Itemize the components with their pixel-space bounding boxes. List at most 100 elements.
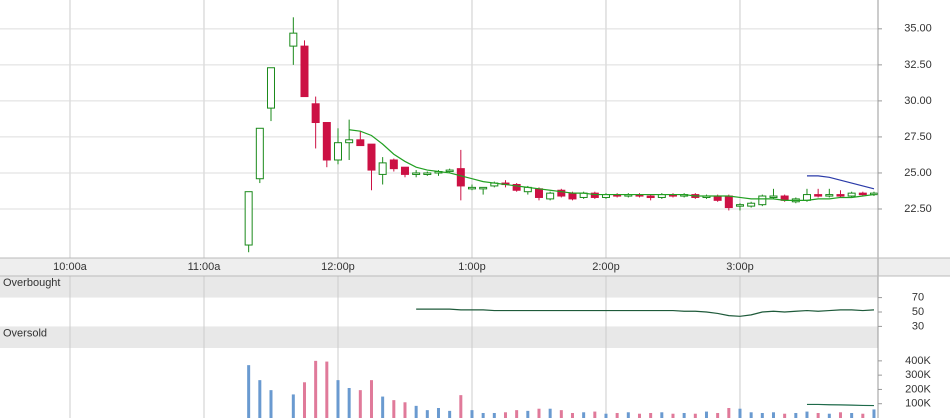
volume-bar [448,410,452,418]
volume-bar [861,413,865,418]
x-tick-label: 10:00a [53,261,88,273]
candle-body [847,192,856,197]
candle-body [378,162,387,175]
volume-bar [503,412,507,418]
y-tick-label: 22.50 [904,203,932,215]
volume-bar [872,409,876,418]
candle-body [467,186,476,190]
volume-bar [749,412,753,418]
candle-body [389,159,398,170]
candle-body [311,103,320,124]
x-tick-label: 2:00p [592,261,620,273]
y-tick-label: 300K [905,369,931,381]
y-tick-label: 30.00 [904,95,932,107]
candle-body [333,142,342,161]
candle-body [758,195,767,206]
volume-bar [381,396,385,418]
overlay-line [806,403,874,407]
volume-bar [570,413,574,418]
y-tick-label: 100K [905,398,931,410]
candle-body [479,186,488,190]
band [0,276,878,298]
candle-body [356,139,365,147]
volume-bar [716,413,720,418]
volume-bar [403,402,407,418]
band-label: Overbought [3,277,60,289]
y-tick-label: 50 [912,306,924,318]
volume-bar [682,413,686,418]
volume-bar [604,413,608,418]
volume-bar [336,380,340,418]
candle-body [724,195,733,209]
volume-bar [816,413,820,418]
candle-body [713,195,722,201]
y-tick-label: 35.00 [904,23,932,35]
volume-bar [347,388,351,418]
band-label: Oversold [3,327,47,339]
volume-bar [593,411,597,418]
volume-bar [325,361,329,418]
volume-bar [582,412,586,418]
candle-body [345,139,354,144]
candle-body [255,127,264,180]
volume-bar [649,413,653,418]
y-tick-label: 70 [912,292,924,304]
candle-body [590,192,599,198]
overlay-line [349,129,875,201]
volume-bar [559,410,563,418]
candle-body [266,67,275,109]
rsi-line [416,308,875,317]
y-tick-label: 32.50 [904,59,932,71]
y-tick-label: 25.00 [904,167,932,179]
candle-body [747,202,756,207]
x-tick-label: 11:00a [188,261,222,273]
overlay-line [806,175,875,190]
candle-body [423,172,432,175]
candle-body [367,143,376,171]
volume-bar [771,412,775,418]
volume-bar [515,410,519,418]
candle-body [456,168,465,187]
volume-bar [291,394,295,418]
candle-body [445,169,454,173]
candle-body [546,192,555,200]
volume-bar [302,382,306,418]
volume-bar [436,408,440,418]
candle-body [557,189,566,197]
volume-bar [492,413,496,418]
candle-body [646,195,655,199]
volume-bar [805,411,809,418]
x-tick-label: 1:00p [458,261,486,273]
y-tick-label: 30 [912,320,924,332]
candle-body [322,122,331,161]
y-tick-label: 200K [905,383,931,395]
candle-body [244,191,253,246]
volume-bar [850,413,854,418]
volume-bar [258,380,262,418]
x-tick-label: 12:00p [321,261,355,273]
candle-body [836,194,845,197]
volume-bar [827,413,831,418]
volume-bar [660,412,664,418]
candle-body [858,192,867,196]
candle-body [300,45,309,98]
band [0,326,878,348]
volume-bar [548,408,552,418]
candle-body [534,188,543,198]
volume-bar [760,413,764,418]
volume-bar [704,411,708,418]
volume-bar [269,390,273,418]
x-tick-label: 3:00p [726,261,754,273]
volume-bar [358,390,362,418]
candle-body [289,32,298,47]
volume-bar [693,413,697,418]
candle-body [400,166,409,175]
volume-bar [637,413,641,418]
candle-body [735,204,744,207]
volume-bar [392,400,396,418]
volume-bar [369,380,373,418]
volume-bar [838,412,842,418]
volume-bar [537,408,541,418]
volume-bar [481,413,485,418]
volume-bar [247,365,251,418]
